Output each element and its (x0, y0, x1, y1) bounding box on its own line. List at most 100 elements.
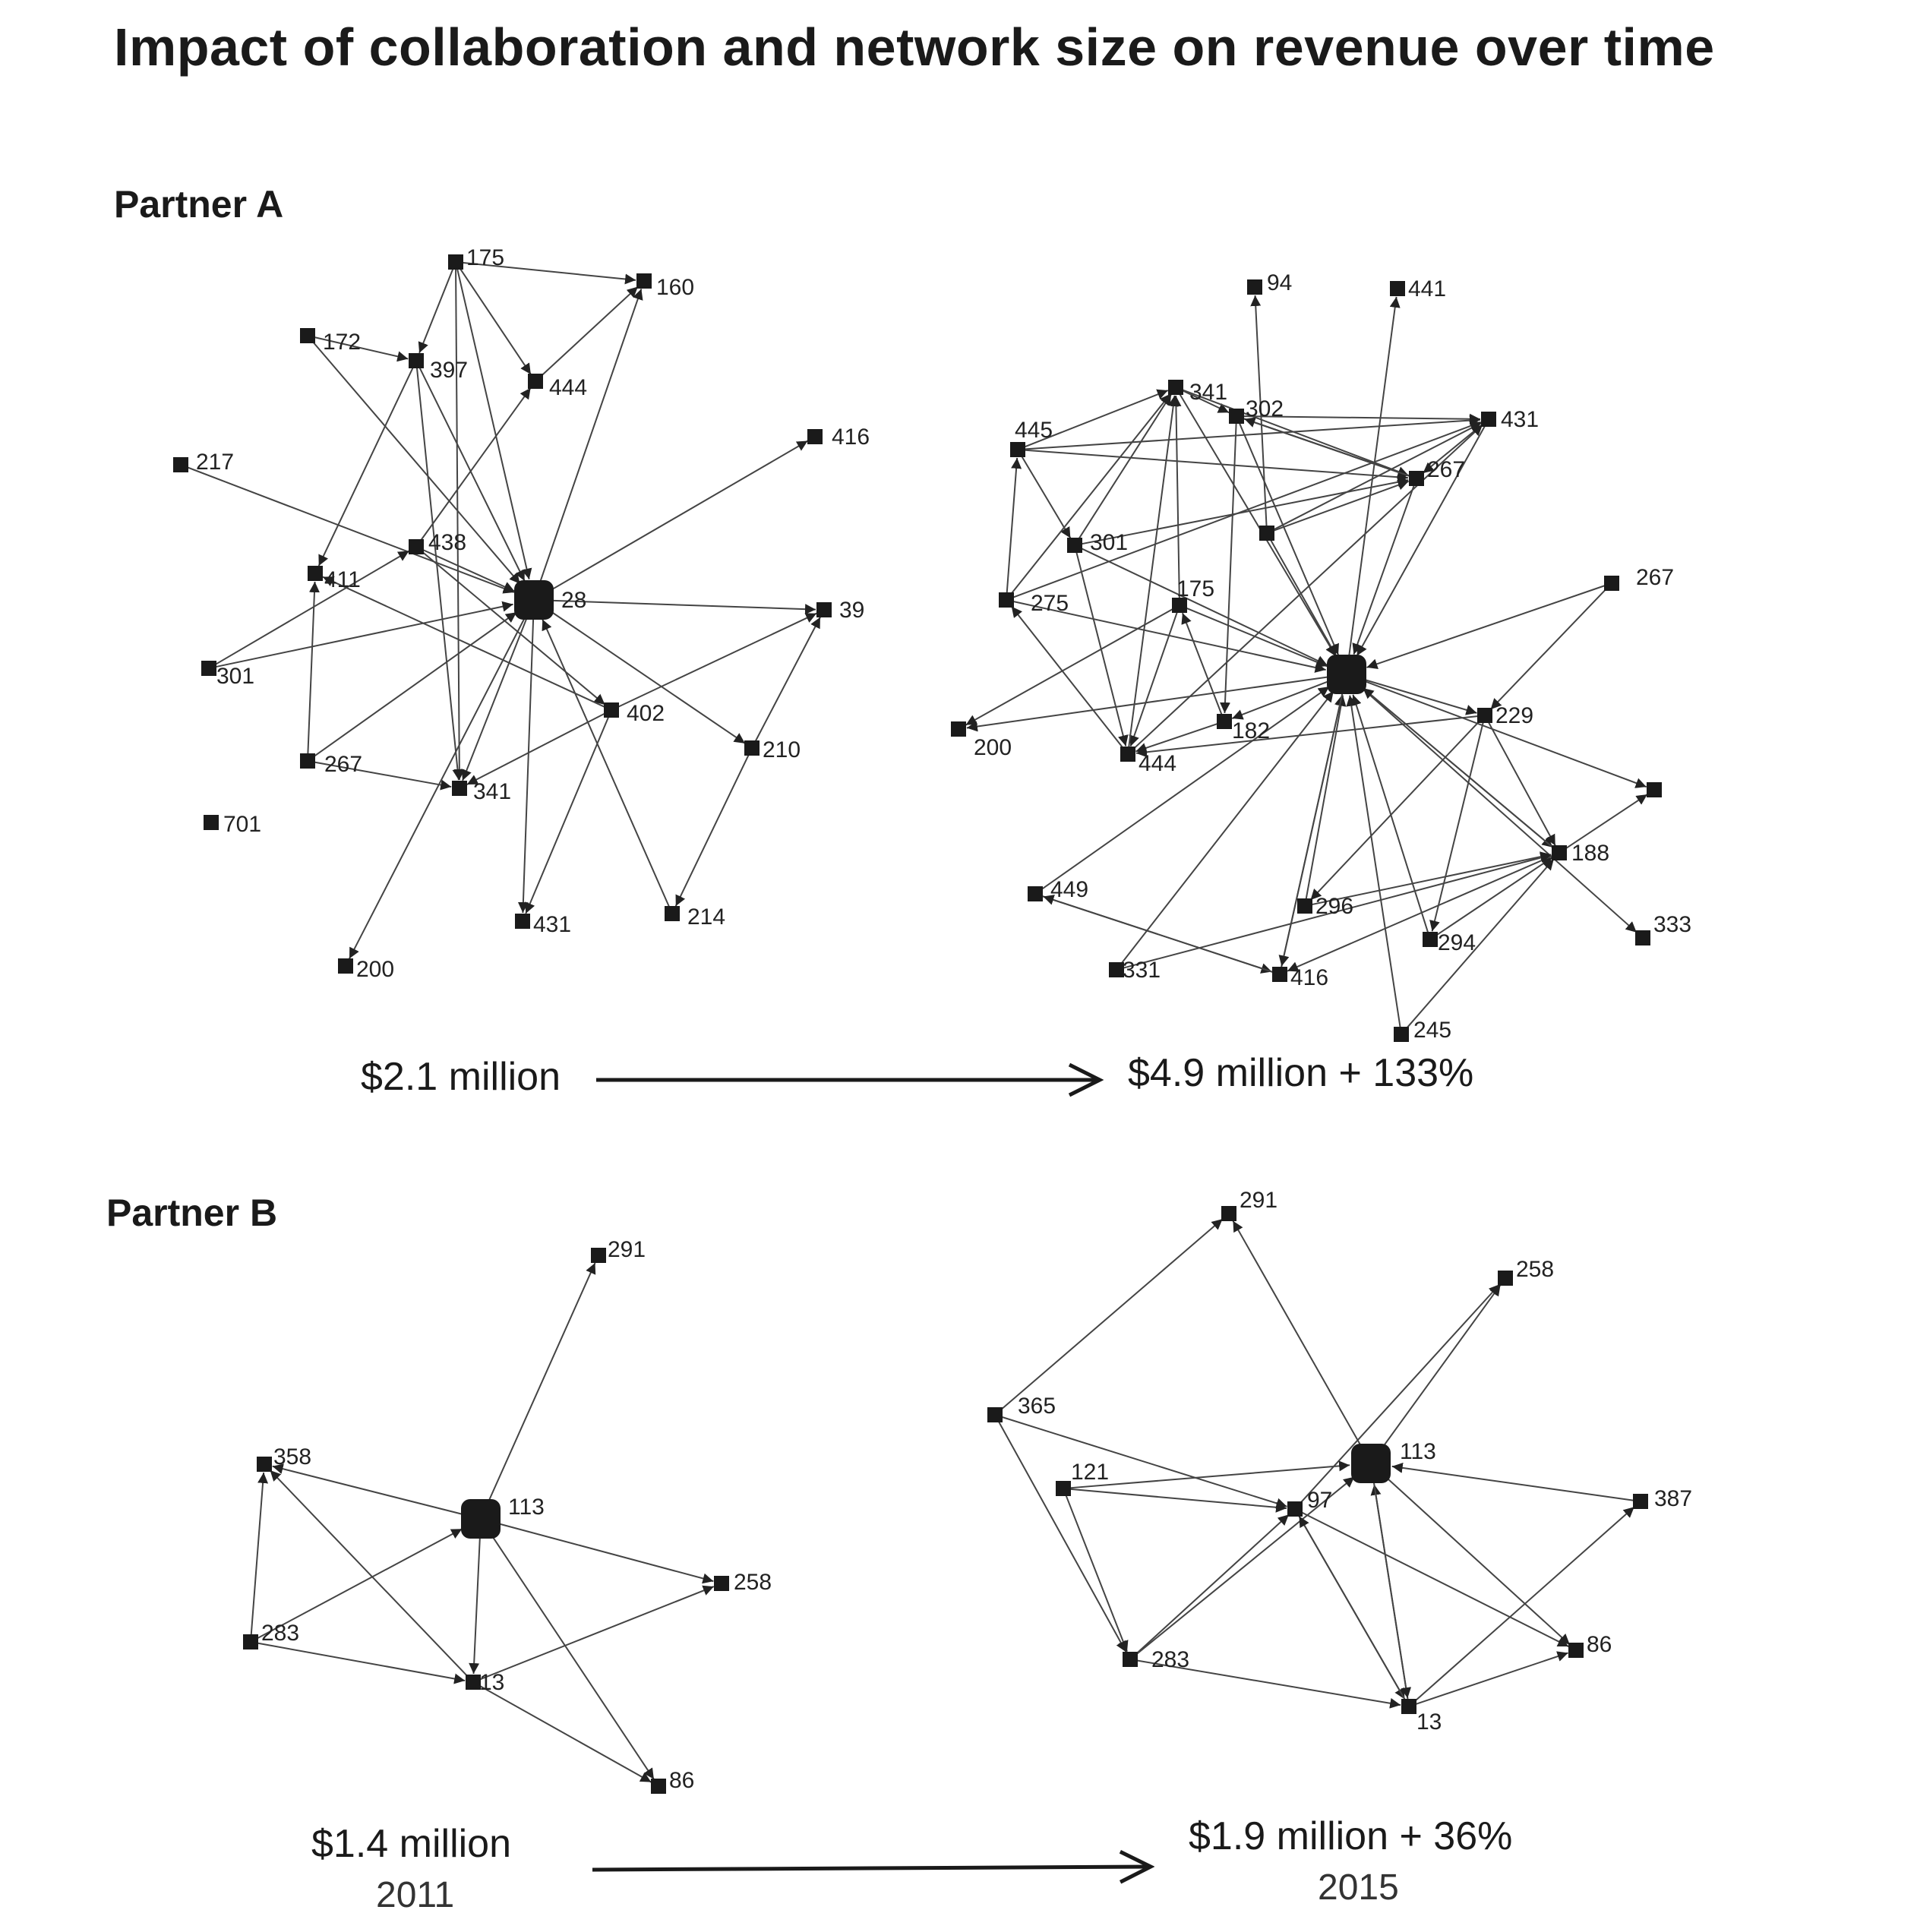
partner-b-after-node-86 (1568, 1643, 1584, 1658)
partner-a-before-edge-402-to-411 (322, 576, 605, 708)
partner-b-growth-arrow (592, 1867, 1151, 1870)
partner-a-before-node-416 (807, 429, 823, 444)
partner-a-before-edge-402-to-39 (617, 612, 817, 708)
partner-b-after-node-label-291: 291 (1240, 1188, 1277, 1213)
partner-a-after-edge-294-to-188 (1435, 857, 1553, 936)
partner-a-after-node-label-416: 416 (1290, 965, 1328, 990)
partner-a-after-edge-341-to-hub (1179, 393, 1337, 657)
partner-a-after-node-296 (1297, 898, 1312, 914)
partner-a-after-node-302 (1229, 409, 1244, 424)
partner-a-after-node-444 (1120, 747, 1135, 762)
partner-b-revenue-before: $1.4 million (311, 1822, 512, 1866)
partner-b-after-edge-283-to-113 (1135, 1476, 1355, 1656)
partner-a-before-edge-397-to-28 (418, 367, 526, 582)
partner-a-before-node-217 (173, 457, 188, 472)
partner-a-after-edge-301-to-341 (1078, 393, 1172, 540)
partner-a-after-edge-444-to-341 (1128, 395, 1179, 747)
partner-a-after-edge-267a-to-302 (1244, 417, 1410, 477)
partner-b-after-node-121 (1056, 1481, 1071, 1496)
partner-a-before-node-160 (636, 273, 652, 289)
partner-a-after-edge-175-to-200 (965, 608, 1173, 726)
partner-a-after-edge-mid-to-94 (1250, 295, 1268, 526)
partner-a-after-edge-hub-to-416 (1278, 693, 1344, 967)
partner-b-after-node-13 (1401, 1699, 1416, 1714)
partner-a-after-node-label-302: 302 (1246, 396, 1284, 421)
nodes-layer: 175 160 172 397 444 416 217 438 411 28 39 301 402 210… (173, 245, 1692, 1794)
partner-a-after-edge-275-to-445 (1006, 457, 1022, 593)
partner-a-before-edge-267-to-341 (314, 761, 452, 791)
partner-a-after-edge-188-to-right (1565, 794, 1648, 850)
partner-a-before-edge-172-to-397 (314, 336, 409, 362)
partner-b-before-edge-13-to-358 (269, 1470, 469, 1678)
partner-a-before-edge-28-to-160 (539, 289, 643, 582)
partner-a-before-edge-210-to-214 (674, 754, 750, 907)
partner-a-after-edge-445-to-341 (1024, 389, 1169, 448)
partner-a-after-node-245 (1394, 1027, 1409, 1042)
partner-a-before-node-39 (816, 602, 832, 617)
partner-a-after-node-200 (951, 721, 966, 737)
partner-b-before-edge-113-to-86 (491, 1535, 655, 1780)
partner-a-after-node-label-445: 445 (1015, 418, 1053, 443)
partner-a-before-node-label-160: 160 (656, 275, 694, 300)
partner-a-after-edge-hub-to-right (1364, 680, 1647, 788)
partner-b-after-edge-113-to-86 (1385, 1476, 1571, 1646)
partner-b-before-edge-283-to-113 (257, 1528, 463, 1640)
partner-a-before-edge-301-to-28 (216, 601, 513, 668)
partner-b-revenue-after: $1.9 million + 36% (1189, 1814, 1513, 1858)
partner-b-after-edge-283-to-97 (1135, 1514, 1290, 1655)
partner-b-after-edge-121-to-283 (1065, 1495, 1129, 1653)
partner-a-before-node-label-341: 341 (473, 779, 511, 804)
partner-a-after-edge-182-to-175 (1181, 612, 1223, 715)
partner-a-after-edge-175-to-444 (1129, 612, 1178, 747)
partner-b-after-node-387 (1633, 1494, 1648, 1509)
partner-a-after-edge-302-to-431 (1243, 413, 1481, 425)
partner-a-before-node-214 (665, 906, 680, 921)
partner-a-after-node-333 (1635, 930, 1650, 945)
partner-a-revenue-before: $2.1 million (361, 1055, 561, 1099)
partner-b-after-edge-365-to-291 (1000, 1218, 1224, 1411)
partner-b-before-edge-113-to-13 (469, 1538, 481, 1675)
partner-b-before-node-86 (651, 1779, 666, 1794)
partner-b-after-node-97 (1287, 1501, 1303, 1517)
partner-a-before-node-701 (204, 815, 219, 830)
partner-b-after-edge-283-to-13 (1137, 1659, 1401, 1709)
partner-a-after-node-441 (1390, 281, 1405, 296)
partner-b-before-node-291 (591, 1248, 606, 1263)
partner-b-before-edge-283-to-358 (250, 1472, 269, 1635)
partner-a-before-node-label-431: 431 (533, 912, 571, 937)
partner-a-after-edge-445-to-431 (1025, 415, 1481, 450)
partner-a-after-node-182 (1217, 714, 1232, 729)
partner-b-after-node-113 (1351, 1444, 1391, 1483)
partner-a-after-edge-245-to-hub (1346, 695, 1401, 1028)
partner-b-after-edge-121-to-113 (1070, 1460, 1350, 1489)
partner-b-before-edge-283-to-13 (257, 1642, 466, 1684)
partner-a-before-node-label-444: 444 (549, 375, 587, 400)
partner-a-before-edge-397-to-341 (416, 368, 463, 781)
partner-a-before-node-label-39: 39 (839, 598, 864, 623)
page-title: Impact of collaboration and network size… (114, 17, 1715, 77)
partner-a-after-node-label-301: 301 (1090, 530, 1128, 555)
partner-a-after-edge-294-to-hub (1350, 694, 1429, 933)
partner-a-after-edge-331-to-188 (1123, 852, 1552, 969)
partner-b-after-edge-97-to-258 (1299, 1283, 1501, 1504)
partner-a-before-node-402 (604, 702, 619, 718)
partner-a-after-edge-449-to-hub (1041, 686, 1330, 891)
partner-b-after-edge-13-to-97 (1298, 1516, 1406, 1700)
partner-a-before-node-label-402: 402 (627, 701, 665, 726)
partner-a-before-edge-175-to-341 (453, 269, 465, 781)
partner-b-after-node-label-113: 113 (1400, 1439, 1436, 1464)
partner-a-before-edge-397-to-411 (317, 367, 414, 567)
partner-a-after-node-416 (1272, 967, 1287, 982)
partner-a-after-node-label-94: 94 (1267, 270, 1292, 295)
partner-a-after-node-label-431: 431 (1501, 407, 1539, 432)
partner-a-after-node-label-267b: 267 (1636, 565, 1674, 590)
partner-a-after-edge-hub-to-182 (1231, 680, 1329, 720)
partner-a-after-edge-hub-to-229 (1365, 679, 1477, 715)
partner-a-before-edge-28-to-200 (349, 617, 526, 959)
partner-a-after-node-label-444: 444 (1139, 751, 1176, 776)
partner-a-after-node-267a (1409, 471, 1424, 486)
partner-a-after-node-label-449: 449 (1050, 877, 1088, 902)
partner-a-after-node-label-175: 175 (1176, 576, 1214, 601)
partner-b-after-node-label-387: 387 (1654, 1486, 1692, 1511)
partner-a-before-edge-402-to-341 (466, 712, 605, 785)
